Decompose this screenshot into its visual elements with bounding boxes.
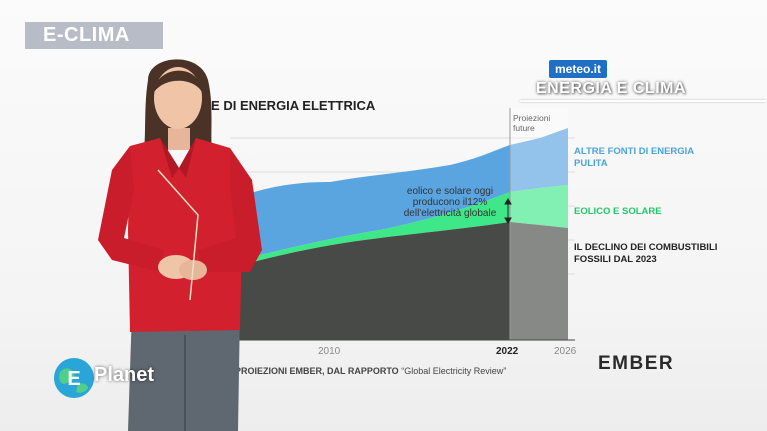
series-wind-solar-area (230, 185, 568, 268)
legend-wind-solar: EOLICO E SOLARE (574, 206, 662, 217)
ember-logo: EMBER (598, 353, 675, 374)
x-tick-label: 2010 (318, 346, 341, 357)
source-note: PROIEZIONI EMBER, DAL RAPPORTO “Global E… (235, 366, 506, 376)
source-report: “Global Electricity Review” (401, 366, 507, 376)
chart-title: ZIONE DI ENERGIA ELETTRICA (180, 98, 376, 113)
planet-logo-text: Planet (94, 364, 155, 386)
x-tick-label: 2026 (554, 346, 577, 357)
series-fossil-area (230, 222, 568, 340)
planet-logo-letter: E (67, 368, 80, 390)
projection-band (510, 108, 568, 340)
legend-fossil: IL DECLINO DEI COMBUSTIBILI FOSSILI DAL … (574, 242, 718, 265)
meteo-logo: meteo.it (549, 60, 608, 78)
channel-badge: E-CLIMA (25, 22, 163, 49)
legend-other-clean: ALTRE FONTI DI ENERGIA PULITA (574, 146, 694, 169)
presenter-figure (98, 59, 262, 431)
annotation-arrow (504, 198, 512, 224)
x-tick-label: 2022 (496, 346, 519, 357)
chart-annotation: eolico e solare oggi producono il12% del… (403, 186, 497, 219)
show-title: ENERGIA E CLIMA (536, 80, 687, 97)
source-prefix: PROIEZIONI EMBER, DAL RAPPORTO (235, 366, 399, 376)
projection-label: Proiezioni future (513, 113, 551, 133)
planet-globe-icon: E (54, 358, 94, 398)
title-underline (520, 100, 766, 102)
series-other-clean-area (230, 128, 568, 262)
